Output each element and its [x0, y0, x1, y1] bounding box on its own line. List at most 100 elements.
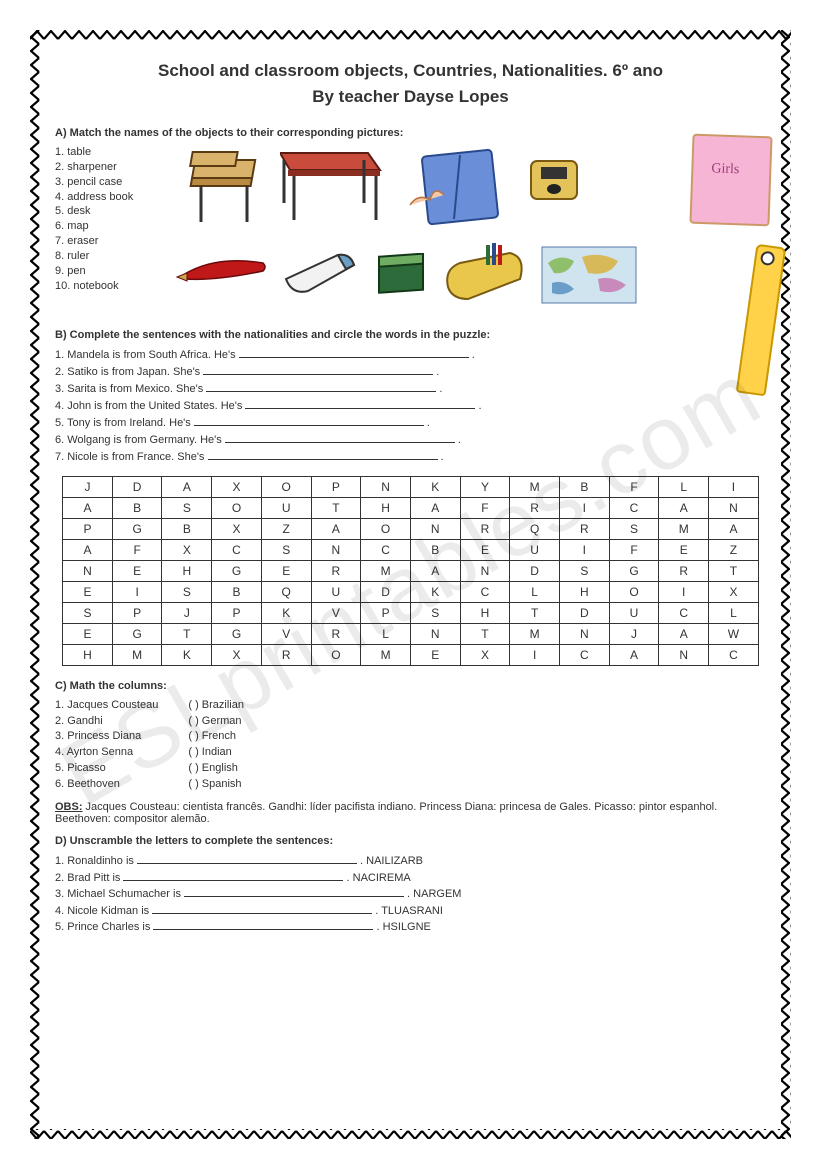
puzzle-cell: O: [212, 497, 262, 518]
puzzle-cell: M: [510, 476, 560, 497]
puzzle-cell: H: [63, 644, 113, 665]
puzzle-cell: P: [212, 602, 262, 623]
object-images: [185, 145, 766, 315]
fill-sentence: 5. Tony is from Ireland. He's .: [55, 415, 766, 432]
puzzle-cell: N: [410, 623, 460, 644]
puzzle-cell: A: [659, 623, 709, 644]
puzzle-cell: S: [162, 581, 212, 602]
blank-line[interactable]: [194, 415, 424, 426]
puzzle-cell: M: [361, 644, 411, 665]
puzzle-cell: R: [559, 518, 609, 539]
puzzle-cell: A: [709, 518, 759, 539]
section-c-heading: C) Math the columns:: [55, 680, 766, 692]
puzzle-cell: C: [709, 644, 759, 665]
blank-line[interactable]: [203, 364, 433, 375]
match-right-item: ( ) Spanish: [188, 777, 244, 793]
puzzle-cell: O: [609, 581, 659, 602]
title-line-1: School and classroom objects, Countries,…: [158, 61, 663, 80]
puzzle-cell: N: [709, 497, 759, 518]
puzzle-cell: E: [460, 539, 510, 560]
puzzle-cell: E: [63, 623, 113, 644]
obs-note: OBS: Jacques Cousteau: cientista francês…: [55, 801, 766, 825]
match-left-item: 6. Beethoven: [55, 777, 158, 793]
puzzle-cell: J: [609, 623, 659, 644]
box-icon: [375, 253, 430, 298]
puzzle-cell: F: [112, 539, 162, 560]
puzzle-cell: R: [659, 560, 709, 581]
blank-line[interactable]: [225, 432, 455, 443]
blank-line[interactable]: [153, 919, 373, 930]
object-list-item: 8. ruler: [55, 249, 175, 264]
obs-label: OBS:: [55, 801, 83, 813]
puzzle-cell: P: [361, 602, 411, 623]
puzzle-cell: U: [311, 581, 361, 602]
blank-line[interactable]: [137, 853, 357, 864]
puzzle-cell: T: [709, 560, 759, 581]
puzzle-cell: R: [311, 623, 361, 644]
puzzle-cell: N: [559, 623, 609, 644]
fill-sentence: 4. John is from the United States. He's …: [55, 398, 766, 415]
puzzle-cell: L: [361, 623, 411, 644]
puzzle-cell: G: [609, 560, 659, 581]
ruler-icon: [736, 244, 787, 397]
puzzle-cell: N: [361, 476, 411, 497]
object-list-item: 7. eraser: [55, 234, 175, 249]
sharpener-icon: [525, 153, 585, 208]
puzzle-cell: G: [212, 623, 262, 644]
puzzle-cell: X: [460, 644, 510, 665]
blank-line[interactable]: [208, 449, 438, 460]
blank-line[interactable]: [239, 347, 469, 358]
puzzle-cell: H: [361, 497, 411, 518]
match-left-item: 4. Ayrton Senna: [55, 745, 158, 761]
map-icon: [540, 243, 640, 308]
blank-line[interactable]: [245, 398, 475, 409]
match-left-item: 1. Jacques Cousteau: [55, 698, 158, 714]
fill-sentence: 6. Wolgang is from Germany. He's .: [55, 432, 766, 449]
table-icon: [280, 145, 390, 225]
puzzle-cell: U: [510, 539, 560, 560]
blank-line[interactable]: [123, 870, 343, 881]
title-line-2: By teacher Dayse Lopes: [312, 87, 509, 106]
puzzle-cell: I: [510, 644, 560, 665]
match-right-item: ( ) Brazilian: [188, 698, 244, 714]
puzzle-cell: R: [510, 497, 560, 518]
puzzle-cell: I: [559, 497, 609, 518]
puzzle-cell: U: [261, 497, 311, 518]
puzzle-cell: S: [559, 560, 609, 581]
puzzle-cell: L: [659, 476, 709, 497]
match-left-item: 3. Princess Diana: [55, 729, 158, 745]
puzzle-cell: D: [112, 476, 162, 497]
eraser-icon: [280, 245, 360, 295]
blank-line[interactable]: [152, 903, 372, 914]
puzzle-cell: W: [709, 623, 759, 644]
puzzle-cell: H: [162, 560, 212, 581]
puzzle-cell: S: [162, 497, 212, 518]
puzzle-cell: S: [63, 602, 113, 623]
puzzle-cell: X: [212, 518, 262, 539]
fill-sentence: 3. Sarita is from Mexico. She's .: [55, 381, 766, 398]
puzzle-cell: I: [709, 476, 759, 497]
blank-line[interactable]: [206, 381, 436, 392]
puzzle-cell: E: [659, 539, 709, 560]
puzzle-cell: P: [311, 476, 361, 497]
puzzle-cell: Z: [709, 539, 759, 560]
section-c-columns: 1. Jacques Cousteau2. Gandhi3. Princess …: [55, 698, 766, 794]
puzzle-cell: F: [609, 539, 659, 560]
puzzle-cell: H: [460, 602, 510, 623]
puzzle-cell: B: [162, 518, 212, 539]
puzzle-cell: C: [460, 581, 510, 602]
puzzle-cell: C: [659, 602, 709, 623]
puzzle-cell: Q: [261, 581, 311, 602]
match-left-column: 1. Jacques Cousteau2. Gandhi3. Princess …: [55, 698, 158, 794]
puzzle-cell: Q: [510, 518, 560, 539]
puzzle-cell: J: [63, 476, 113, 497]
blank-line[interactable]: [184, 886, 404, 897]
puzzle-cell: V: [261, 623, 311, 644]
unscramble-item: 5. Prince Charles is . HSILGNE: [55, 919, 766, 936]
puzzle-cell: E: [63, 581, 113, 602]
puzzle-cell: R: [460, 518, 510, 539]
puzzle-cell: E: [410, 644, 460, 665]
puzzle-cell: M: [510, 623, 560, 644]
puzzle-cell: A: [410, 497, 460, 518]
object-list-item: 3. pencil case: [55, 175, 175, 190]
